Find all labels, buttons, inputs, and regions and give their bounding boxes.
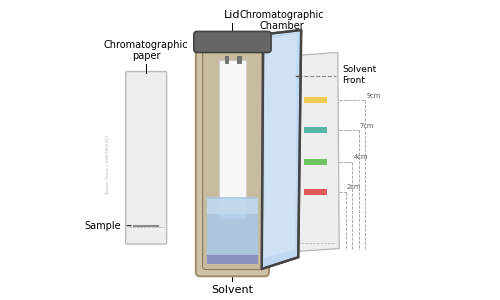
Text: Solvent: Solvent	[212, 285, 254, 295]
Text: 4cm: 4cm	[354, 154, 368, 160]
Bar	[304, 159, 326, 165]
Text: 2cm: 2cm	[347, 184, 361, 190]
Text: 9cm: 9cm	[366, 93, 380, 99]
Bar	[225, 56, 228, 64]
Text: Chromatographic
paper: Chromatographic paper	[104, 40, 188, 61]
Bar	[207, 197, 258, 264]
Polygon shape	[262, 30, 301, 269]
Bar	[219, 60, 246, 218]
Bar	[304, 188, 326, 195]
Text: Sample: Sample	[84, 221, 131, 231]
FancyBboxPatch shape	[196, 45, 269, 276]
Text: Chromatographic
Chamber: Chromatographic Chamber	[240, 10, 324, 32]
FancyBboxPatch shape	[194, 32, 271, 52]
Bar	[207, 199, 258, 214]
FancyBboxPatch shape	[126, 71, 166, 244]
Bar	[207, 255, 258, 264]
Text: Solvent
Front: Solvent Front	[342, 65, 376, 85]
FancyBboxPatch shape	[202, 52, 262, 270]
Polygon shape	[296, 52, 339, 251]
Bar	[304, 127, 326, 133]
Text: Adobe Stock | #887805361: Adobe Stock | #887805361	[105, 134, 109, 194]
Text: 7cm: 7cm	[360, 123, 374, 129]
Polygon shape	[264, 33, 297, 257]
Text: Lid: Lid	[224, 10, 240, 20]
Bar	[238, 56, 241, 64]
Bar	[304, 97, 326, 104]
